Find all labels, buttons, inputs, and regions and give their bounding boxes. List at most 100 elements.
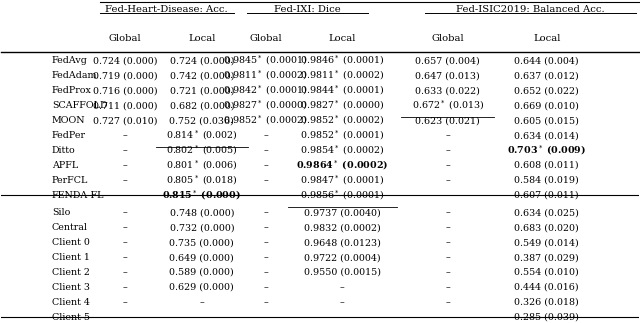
Text: 0.9737 (0.0040): 0.9737 (0.0040) — [304, 208, 381, 217]
Text: –: – — [123, 223, 127, 232]
Text: 0.549 (0.014): 0.549 (0.014) — [515, 238, 579, 247]
Text: 0.387 (0.029): 0.387 (0.029) — [515, 253, 579, 262]
Text: 0.629 (0.000): 0.629 (0.000) — [170, 283, 234, 292]
Text: –: – — [340, 313, 345, 322]
Text: –: – — [445, 283, 450, 292]
Text: –: – — [445, 238, 450, 247]
Text: 0.554 (0.010): 0.554 (0.010) — [515, 268, 579, 277]
Text: –: – — [263, 176, 268, 185]
Text: 0.724 (0.000): 0.724 (0.000) — [170, 56, 234, 65]
Text: 0.9846$^*$ (0.0001): 0.9846$^*$ (0.0001) — [300, 54, 385, 68]
Text: APFL: APFL — [52, 161, 78, 170]
Text: Ditto: Ditto — [52, 146, 76, 155]
Text: Fed-IXI: Dice: Fed-IXI: Dice — [274, 5, 340, 14]
Text: –: – — [263, 223, 268, 232]
Text: –: – — [263, 313, 268, 322]
Text: 0.9832 (0.0002): 0.9832 (0.0002) — [304, 223, 381, 232]
Text: 0.748 (0.000): 0.748 (0.000) — [170, 208, 234, 217]
Text: 0.814$^*$ (0.002): 0.814$^*$ (0.002) — [166, 129, 238, 142]
Text: 0.719 (0.000): 0.719 (0.000) — [93, 71, 157, 80]
Text: –: – — [445, 253, 450, 262]
Text: –: – — [340, 298, 345, 307]
Text: –: – — [445, 313, 450, 322]
Text: 0.608 (0.011): 0.608 (0.011) — [515, 161, 579, 170]
Text: 0.9827$^*$ (0.0000): 0.9827$^*$ (0.0000) — [300, 99, 385, 112]
Text: Silo: Silo — [52, 208, 70, 217]
Text: 0.801$^*$ (0.006): 0.801$^*$ (0.006) — [166, 159, 238, 172]
Text: –: – — [263, 208, 268, 217]
Text: 0.584 (0.019): 0.584 (0.019) — [515, 176, 579, 185]
Text: –: – — [445, 208, 450, 217]
Text: –: – — [123, 268, 127, 277]
Text: –: – — [445, 298, 450, 307]
Text: 0.711 (0.000): 0.711 (0.000) — [93, 101, 157, 110]
Text: Client 3: Client 3 — [52, 283, 90, 292]
Text: 0.716 (0.000): 0.716 (0.000) — [93, 86, 157, 95]
Text: –: – — [445, 131, 450, 140]
Text: –: – — [123, 146, 127, 155]
Text: 0.9856$^*$ (0.0001): 0.9856$^*$ (0.0001) — [300, 189, 385, 202]
Text: SCAFFOLD: SCAFFOLD — [52, 101, 108, 110]
Text: 0.683 (0.020): 0.683 (0.020) — [515, 223, 579, 232]
Text: –: – — [263, 253, 268, 262]
Text: –: – — [263, 238, 268, 247]
Text: –: – — [445, 223, 450, 232]
Text: –: – — [445, 146, 450, 155]
Text: 0.9852$^*$ (0.0001): 0.9852$^*$ (0.0001) — [300, 129, 385, 142]
Text: 0.9854$^*$ (0.0002): 0.9854$^*$ (0.0002) — [300, 144, 385, 157]
Text: –: – — [263, 283, 268, 292]
Text: 0.9811$^*$ (0.0002): 0.9811$^*$ (0.0002) — [300, 69, 385, 82]
Text: Global: Global — [250, 34, 282, 43]
Text: 0.682 (0.000): 0.682 (0.000) — [170, 101, 234, 110]
Text: –: – — [123, 191, 127, 200]
Text: –: – — [200, 298, 204, 307]
Text: 0.9844$^*$ (0.0001): 0.9844$^*$ (0.0001) — [300, 84, 385, 98]
Text: Client 2: Client 2 — [52, 268, 90, 277]
Text: Fed-Heart-Disease: Acc.: Fed-Heart-Disease: Acc. — [106, 5, 228, 14]
Text: 0.9845$^*$ (0.0001): 0.9845$^*$ (0.0001) — [223, 54, 308, 68]
Text: Central: Central — [52, 223, 88, 232]
Text: 0.732 (0.000): 0.732 (0.000) — [170, 223, 234, 232]
Text: –: – — [263, 161, 268, 170]
Text: –: – — [123, 208, 127, 217]
Text: –: – — [200, 313, 204, 322]
Text: 0.637 (0.012): 0.637 (0.012) — [515, 71, 579, 80]
Text: 0.727 (0.010): 0.727 (0.010) — [93, 116, 157, 125]
Text: 0.9811$^*$ (0.0002): 0.9811$^*$ (0.0002) — [223, 69, 308, 82]
Text: –: – — [263, 131, 268, 140]
Text: –: – — [263, 191, 268, 200]
Text: 0.9722 (0.0004): 0.9722 (0.0004) — [304, 253, 381, 262]
Text: –: – — [445, 161, 450, 170]
Text: 0.672$^*$ (0.013): 0.672$^*$ (0.013) — [412, 99, 484, 112]
Text: 0.724 (0.000): 0.724 (0.000) — [93, 56, 157, 65]
Text: –: – — [123, 176, 127, 185]
Text: Local: Local — [188, 34, 216, 43]
Text: 0.742 (0.000): 0.742 (0.000) — [170, 71, 234, 80]
Text: 0.703$^*$ (0.009): 0.703$^*$ (0.009) — [507, 144, 586, 157]
Text: Client 5: Client 5 — [52, 313, 90, 322]
Text: 0.805$^*$ (0.018): 0.805$^*$ (0.018) — [166, 174, 238, 187]
Text: Global: Global — [109, 34, 141, 43]
Text: –: – — [123, 298, 127, 307]
Text: 0.652 (0.022): 0.652 (0.022) — [515, 86, 579, 95]
Text: 0.649 (0.000): 0.649 (0.000) — [170, 253, 234, 262]
Text: 0.669 (0.010): 0.669 (0.010) — [515, 101, 579, 110]
Text: Client 4: Client 4 — [52, 298, 90, 307]
Text: 0.634 (0.025): 0.634 (0.025) — [515, 208, 579, 217]
Text: 0.657 (0.004): 0.657 (0.004) — [415, 56, 480, 65]
Text: 0.9852$^*$ (0.0002): 0.9852$^*$ (0.0002) — [300, 114, 385, 127]
Text: 0.326 (0.018): 0.326 (0.018) — [515, 298, 579, 307]
Text: Local: Local — [533, 34, 561, 43]
Text: Client 0: Client 0 — [52, 238, 90, 247]
Text: 0.9842$^*$ (0.0001): 0.9842$^*$ (0.0001) — [223, 84, 308, 98]
Text: 0.285 (0.039): 0.285 (0.039) — [515, 313, 579, 322]
Text: –: – — [123, 283, 127, 292]
Text: –: – — [445, 191, 450, 200]
Text: 0.735 (0.000): 0.735 (0.000) — [170, 238, 234, 247]
Text: FedAdam: FedAdam — [52, 71, 97, 80]
Text: –: – — [445, 268, 450, 277]
Text: 0.623 (0.021): 0.623 (0.021) — [415, 116, 480, 125]
Text: PerFCL: PerFCL — [52, 176, 88, 185]
Text: Client 1: Client 1 — [52, 253, 90, 262]
Text: 0.815$^*$ (0.000): 0.815$^*$ (0.000) — [163, 189, 241, 202]
